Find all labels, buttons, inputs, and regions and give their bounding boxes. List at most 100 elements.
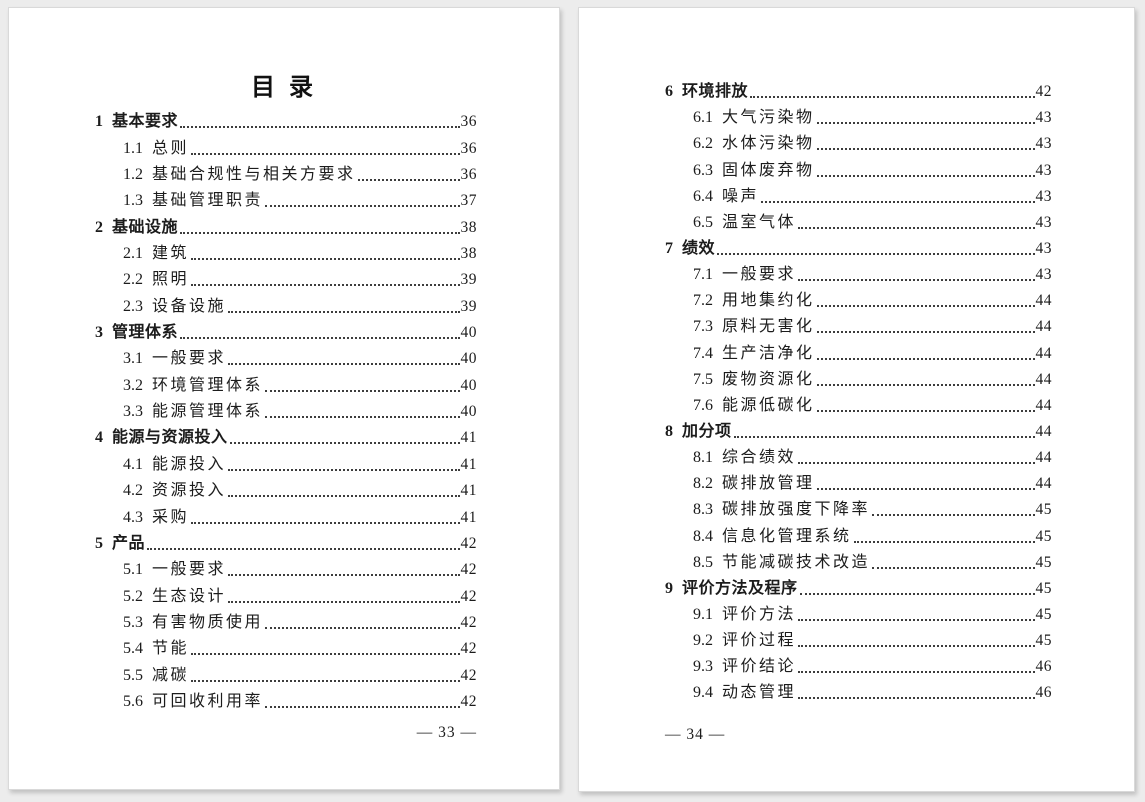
toc-entry-label: 7.2 用地集约化	[693, 289, 815, 313]
toc-page-number: 44	[1035, 292, 1052, 310]
toc-entry[interactable]: 7.2 用地集约化 44	[665, 287, 1052, 313]
toc-entry-text: 水体污染物	[722, 135, 815, 153]
dot-leader	[816, 174, 1035, 177]
dot-leader	[228, 574, 460, 577]
toc-entry[interactable]: 8.5 节能减碳技术改造 45	[665, 549, 1052, 575]
toc-entry-number: 3.3	[123, 403, 143, 421]
toc-entry[interactable]: 3 管理体系 40	[95, 319, 477, 345]
toc-entry[interactable]: 7.3 原料无害化 44	[665, 313, 1052, 339]
toc-entry[interactable]: 7.6 能源低碳化 44	[665, 392, 1052, 418]
toc-entry[interactable]: 4.2 资源投入 41	[95, 477, 477, 503]
toc-entry[interactable]: 8.4 信息化管理系统 45	[665, 522, 1052, 548]
toc-entry-text: 一般要求	[152, 561, 227, 579]
dot-leader	[228, 363, 460, 366]
toc-entry-label: 3.1 一般要求	[123, 347, 226, 371]
toc-entry[interactable]: 9.3 评价结论 46	[665, 653, 1052, 679]
toc-entry[interactable]: 5.2 生态设计 42	[95, 582, 477, 608]
toc-entry[interactable]: 2.3 设备设施 39	[95, 292, 477, 318]
toc-entry[interactable]: 6.4 噪声 43	[665, 183, 1052, 209]
dot-leader	[798, 697, 1035, 700]
toc-entry[interactable]: 6 环境排放 42	[665, 78, 1052, 104]
toc-entry[interactable]: 1.1 总则 36	[95, 134, 477, 160]
toc-entry-text: 产品	[112, 534, 146, 552]
toc-page-number: 43	[1035, 239, 1052, 257]
toc-entry[interactable]: 5.3 有害物质使用 42	[95, 609, 477, 635]
toc-entry[interactable]: 9.2 评价过程 45	[665, 627, 1052, 653]
toc-entry-label: 2 基础设施	[95, 216, 178, 240]
toc-entry-text: 节能减碳技术改造	[722, 553, 871, 571]
toc-entry[interactable]: 3.1 一般要求 40	[95, 345, 477, 371]
toc-entry[interactable]: 8 加分项 44	[665, 418, 1052, 444]
toc-entry[interactable]: 1.2 基础合规性与相关方要求 36	[95, 161, 477, 187]
toc-entry[interactable]: 2.2 照明 39	[95, 266, 477, 292]
page-number-footer: — 33 —	[416, 724, 477, 741]
toc-entry-label: 6.5 温室气体	[693, 211, 796, 235]
toc-entry-text: 评价结论	[722, 658, 797, 676]
toc-entry[interactable]: 7.1 一般要求 43	[665, 261, 1052, 287]
toc-entry[interactable]: 6.2 水体污染物 43	[665, 130, 1052, 156]
toc-page-number: 46	[1035, 658, 1052, 676]
toc-entry-number: 7.4	[693, 344, 713, 362]
dot-leader	[798, 671, 1035, 674]
toc-entry[interactable]: 3.2 环境管理体系 40	[95, 371, 477, 397]
toc-entry[interactable]: 8.1 综合绩效 44	[665, 444, 1052, 470]
toc-page-number: 42	[460, 640, 477, 658]
toc-entry-number: 6.1	[693, 109, 713, 127]
toc-entry[interactable]: 4 能源与资源投入 41	[95, 424, 477, 450]
toc-entry[interactable]: 8.3 碳排放强度下降率 45	[665, 496, 1052, 522]
toc-entry[interactable]: 4.1 能源投入 41	[95, 450, 477, 476]
dot-leader	[872, 514, 1035, 517]
toc-entry[interactable]: 9.4 动态管理 46	[665, 679, 1052, 705]
toc-entry-label: 8.4 信息化管理系统	[693, 525, 852, 549]
toc-entry-number: 1	[95, 113, 103, 131]
dot-leader	[816, 383, 1035, 386]
toc-entry[interactable]: 2.1 建筑 38	[95, 240, 477, 266]
toc-entry[interactable]: 7.5 废物资源化 44	[665, 366, 1052, 392]
toc-page-number: 44	[1035, 318, 1052, 336]
toc-entry[interactable]: 6.3 固体废弃物 43	[665, 156, 1052, 182]
toc-entry[interactable]: 1.3 基础管理职责 37	[95, 187, 477, 213]
toc-entry[interactable]: 7 绩效 43	[665, 235, 1052, 261]
toc-page-number: 44	[1035, 370, 1052, 388]
toc-entry-number: 7.3	[693, 318, 713, 336]
toc-entry-label: 7 绩效	[665, 237, 715, 261]
toc-entry[interactable]: 5.5 减碳 42	[95, 661, 477, 687]
toc-entry-label: 7.4 生产洁净化	[693, 342, 815, 366]
toc-entry[interactable]: 3.3 能源管理体系 40	[95, 398, 477, 424]
toc-page-number: 41	[460, 455, 477, 473]
toc-entry[interactable]: 5.1 一般要求 42	[95, 556, 477, 582]
toc-entry[interactable]: 8.2 碳排放管理 44	[665, 470, 1052, 496]
toc-entry[interactable]: 9 评价方法及程序 45	[665, 575, 1052, 601]
dot-leader	[816, 305, 1035, 308]
toc-entry-number: 9.3	[693, 658, 713, 676]
toc-entry-number: 7	[665, 239, 673, 257]
toc-page-number: 38	[460, 218, 477, 236]
toc-entry[interactable]: 5.6 可回收利用率 42	[95, 688, 477, 714]
dot-leader	[816, 488, 1035, 491]
toc-entry-number: 9	[665, 579, 673, 597]
toc-page-number: 44	[1035, 396, 1052, 414]
toc-entry[interactable]: 5.4 节能 42	[95, 635, 477, 661]
toc-entry-text: 评价过程	[722, 632, 797, 650]
toc-title: 目 录	[251, 75, 317, 101]
toc-page-number: 42	[460, 692, 477, 710]
toc-entry[interactable]: 6.5 温室气体 43	[665, 209, 1052, 235]
toc-page-number: 45	[1035, 579, 1052, 597]
dot-leader	[191, 284, 460, 287]
dot-leader	[191, 258, 460, 261]
toc-entry[interactable]: 4.3 采购 41	[95, 503, 477, 529]
toc-entry[interactable]: 7.4 生产洁净化 44	[665, 339, 1052, 365]
toc-page-number: 41	[460, 508, 477, 526]
toc-entry[interactable]: 6.1 大气污染物 43	[665, 104, 1052, 130]
toc-entry-number: 1.1	[123, 139, 143, 157]
toc-entry-number: 5.3	[123, 613, 143, 631]
toc-entry[interactable]: 5 产品 42	[95, 530, 477, 556]
toc-entry-label: 4 能源与资源投入	[95, 426, 228, 450]
toc-page-number: 44	[1035, 449, 1052, 467]
toc-entry[interactable]: 2 基础设施 38	[95, 213, 477, 239]
toc-entry-text: 基本要求	[112, 113, 179, 131]
toc-entry-label: 5.3 有害物质使用	[123, 611, 263, 635]
toc-page-number: 45	[1035, 501, 1052, 519]
toc-entry[interactable]: 1 基本要求 36	[95, 108, 477, 134]
toc-entry[interactable]: 9.1 评价方法 45	[665, 601, 1052, 627]
